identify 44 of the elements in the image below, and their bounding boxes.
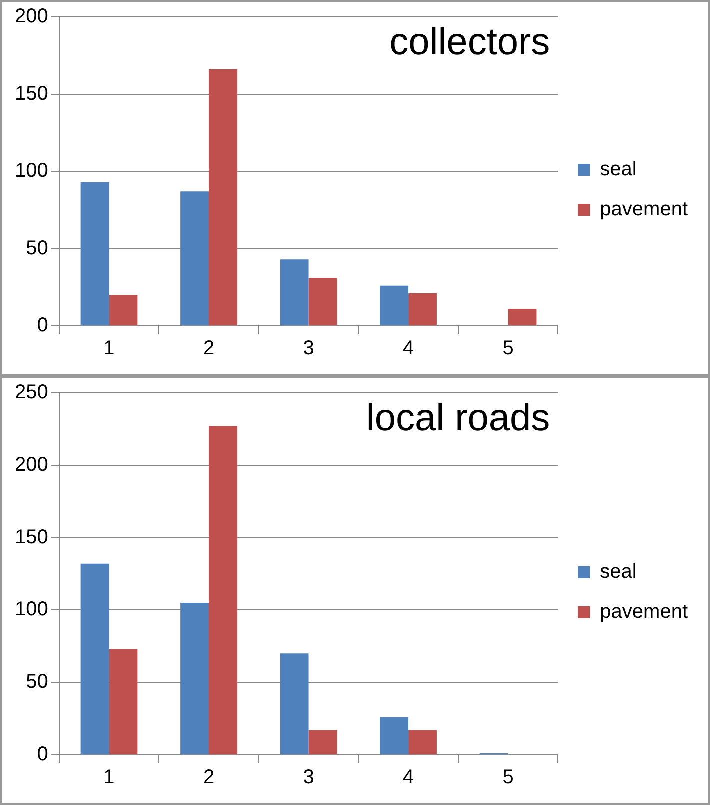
bar [280,654,309,754]
bar [408,294,437,326]
bar [180,602,210,754]
bar [508,309,537,326]
bar [109,649,138,754]
bar [380,286,409,326]
x-tick-label: 3 [303,338,314,360]
x-tick-label: 2 [203,766,215,789]
y-tick-label: 50 [26,237,48,260]
bar [308,730,338,754]
bar [380,717,409,754]
x-tick-label: 5 [502,766,514,789]
y-tick-label: 100 [14,160,48,182]
bar [308,278,338,326]
legend-label: pavement [600,601,688,624]
bar [209,70,238,326]
legend-label: pavement [600,198,688,221]
y-tick-label: 0 [37,744,48,766]
legend-label: seal [600,561,637,584]
chart-title: collectors [390,21,550,64]
y-tick-label: 200 [14,454,48,476]
bar [109,295,138,326]
y-tick-label: 50 [26,671,48,694]
x-tick-label: 1 [104,338,115,360]
x-tick-label: 1 [104,766,115,789]
y-tick-label: 200 [14,6,48,28]
x-tick-label: 5 [502,338,514,360]
x-tick-label: 3 [303,766,314,789]
chart-title: local roads [366,397,550,440]
bar [408,730,437,754]
bar [80,182,110,326]
x-tick-label: 4 [402,766,414,789]
bar [80,564,110,754]
bar [180,192,210,326]
x-tick-label: 4 [402,338,414,360]
x-tick-label: 2 [203,338,215,360]
bar [280,260,309,326]
y-tick-label: 0 [37,314,48,337]
y-tick-label: 100 [14,598,48,621]
bar [209,426,238,754]
legend-label: seal [600,158,637,181]
y-tick-label: 250 [14,382,48,404]
y-tick-label: 150 [14,526,48,548]
y-tick-label: 150 [14,82,48,105]
